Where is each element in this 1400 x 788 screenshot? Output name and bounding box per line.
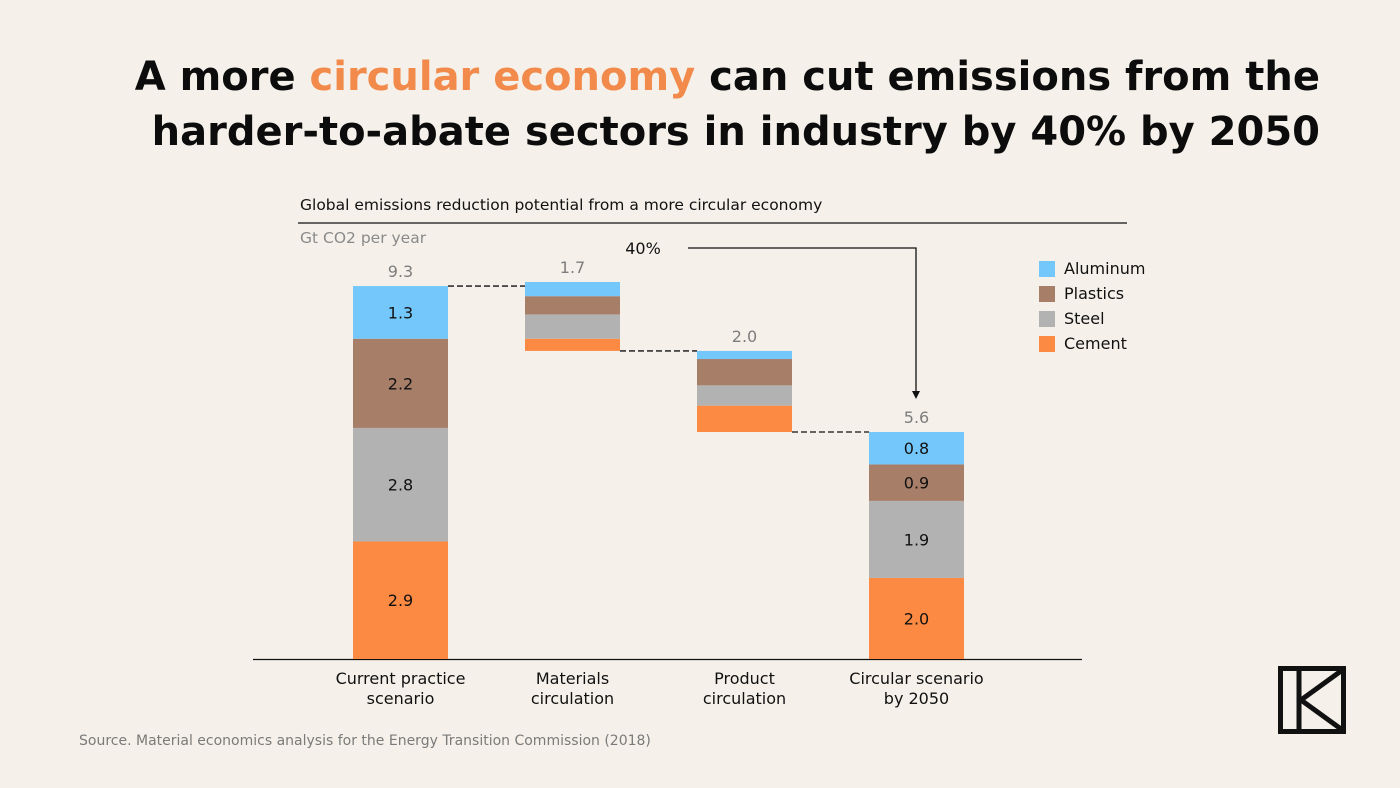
bars-group: 2.9 2.8 2.2 1.3 2.0 1.9 0.9 0.8 xyxy=(353,282,964,659)
bar-1-cement-value-label: 2.9 xyxy=(388,591,413,610)
x-labels-group: Current practice scenario Materials circula… xyxy=(336,669,984,708)
legend-label-steel: Steel xyxy=(1064,309,1105,328)
legend-label-aluminum: Aluminum xyxy=(1064,259,1145,278)
y-axis-unit: Gt CO2 per year xyxy=(300,229,427,247)
connectors-group xyxy=(448,285,869,433)
bar-3-plastics-segment xyxy=(697,359,792,386)
x-tick-label-2: Materials circulation xyxy=(531,669,614,708)
bar-1-steel-segment xyxy=(353,427,448,542)
legend-label-plastics: Plastics xyxy=(1064,284,1124,303)
totals-group: 9.3 1.7 2.0 5.6 xyxy=(388,258,929,427)
bar-4-cement-value-label: 2.0 xyxy=(904,609,929,628)
bar-1-plastics-value-label: 2.2 xyxy=(388,374,413,393)
legend-label-cement: Cement xyxy=(1064,334,1127,353)
brand-logo-icon xyxy=(1278,666,1346,734)
reduction-annotation: 40% xyxy=(625,239,920,399)
headline: A more circular economy can cut emission… xyxy=(70,50,1320,160)
annotation-arrowhead-icon xyxy=(912,390,920,399)
bar-4-plastics-value-label: 0.9 xyxy=(904,474,929,493)
bar-1-cement-segment xyxy=(353,541,448,659)
bar-4-cement-segment xyxy=(869,577,964,659)
legend: Aluminum Plastics Steel Cement xyxy=(1039,259,1145,353)
bar-4-aluminum-value-label: 0.8 xyxy=(904,439,929,458)
bar-1-steel-value-label: 2.8 xyxy=(388,476,413,495)
x-tick-label-4: Circular scenario by 2050 xyxy=(849,669,983,708)
annotation-arrow-line xyxy=(688,247,917,397)
headline-post: can cut emissions from the harder-to-aba… xyxy=(151,54,1320,155)
headline-highlight: circular economy xyxy=(309,54,696,100)
legend-swatch-cement xyxy=(1039,336,1055,352)
bar-4-aluminum-segment xyxy=(869,431,964,465)
bar-3-total-label: 2.0 xyxy=(732,327,757,346)
bar-1-aluminum-value-label: 1.3 xyxy=(388,303,413,322)
chart-title: Global emissions reduction potential fro… xyxy=(300,196,822,214)
bar-1-total-label: 9.3 xyxy=(388,262,413,281)
bar-1-plastics-segment xyxy=(353,338,448,428)
bar-2-cement-segment xyxy=(525,338,620,351)
bar-2-aluminum-segment xyxy=(525,282,620,297)
headline-pre: A more xyxy=(134,54,310,100)
bar-3-cement-segment xyxy=(697,405,792,432)
bar-3-steel-segment xyxy=(697,385,792,406)
bar-4-plastics-segment xyxy=(869,464,964,501)
bar-2-total-label: 1.7 xyxy=(560,258,585,277)
legend-swatch-steel xyxy=(1039,311,1055,327)
legend-swatch-plastics xyxy=(1039,286,1055,302)
x-tick-label-3: Product circulation xyxy=(703,669,786,708)
source-note: Source. Material economics analysis for … xyxy=(79,733,651,749)
bar-3-aluminum-segment xyxy=(697,350,792,360)
annotation-percent-label: 40% xyxy=(625,239,661,258)
bar-4-total-label: 5.6 xyxy=(904,408,929,427)
x-tick-label-1: Current practice scenario xyxy=(336,669,466,708)
legend-swatch-aluminum xyxy=(1039,261,1055,277)
bar-4-steel-segment xyxy=(869,500,964,578)
bar-4-steel-value-label: 1.9 xyxy=(904,530,929,549)
bar-1-aluminum-segment xyxy=(353,286,448,339)
bar-2-steel-segment xyxy=(525,314,620,339)
bar-2-plastics-segment xyxy=(525,296,620,315)
